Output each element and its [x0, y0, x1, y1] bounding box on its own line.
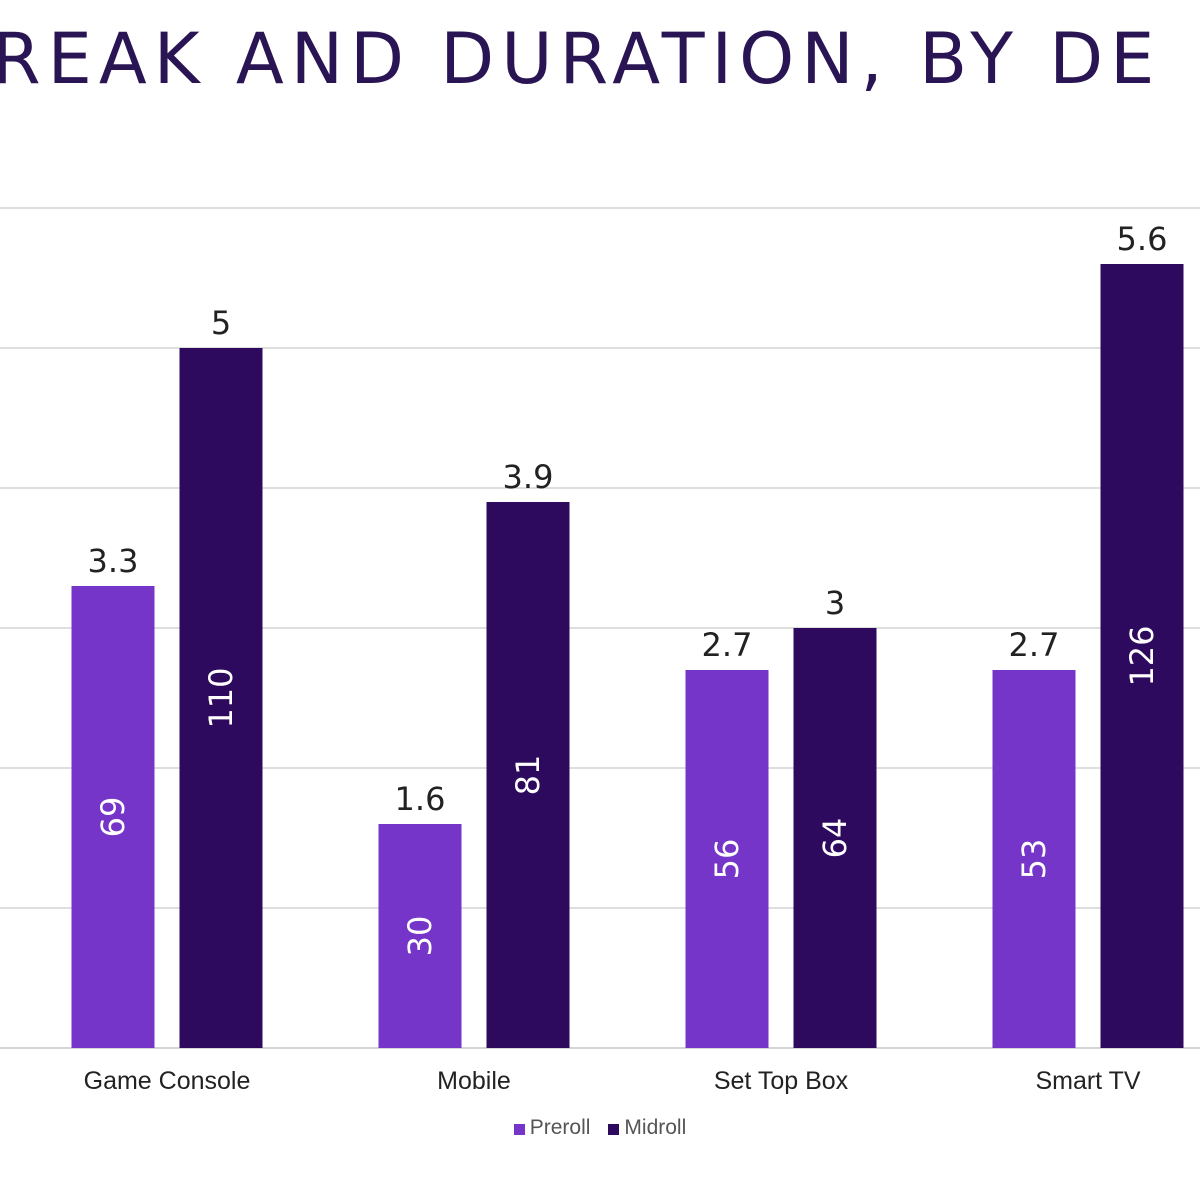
value-label-midroll-smart-tv: 5.6 [1117, 220, 1168, 258]
value-label-preroll-mobile: 1.6 [395, 780, 446, 818]
category-label-smart-tv: Smart TV [1035, 1067, 1140, 1095]
value-label-midroll-mobile: 3.9 [503, 458, 554, 496]
legend-label-midroll: Midroll [624, 1116, 687, 1139]
bar-midroll-game-console[interactable] [179, 348, 263, 1048]
bar-midroll-set-top-box[interactable] [793, 628, 877, 1048]
bar-preroll-set-top-box[interactable] [685, 670, 769, 1048]
inner-label-preroll-mobile: 30 [401, 916, 439, 957]
inner-label-midroll-game-console: 110 [202, 667, 240, 728]
bars [71, 264, 1184, 1048]
data-labels: 3.3 69 5 110 1.6 30 3.9 81 2.7 56 3 64 2.7 53 5.6 126 [88, 220, 1168, 956]
bar-midroll-mobile[interactable] [486, 502, 570, 1048]
legend-item-preroll[interactable]: Preroll [513, 1116, 591, 1140]
value-label-preroll-game-console: 3.3 [88, 542, 139, 580]
bar-midroll-smart-tv[interactable] [1100, 264, 1184, 1048]
inner-label-midroll-set-top-box: 64 [816, 818, 854, 859]
legend-swatch-midroll [608, 1123, 620, 1135]
legend-swatch-preroll [513, 1123, 525, 1135]
bar-preroll-mobile[interactable] [378, 824, 462, 1048]
legend-item-midroll[interactable]: Midroll [608, 1116, 686, 1140]
legend-label-preroll: Preroll [529, 1116, 591, 1139]
inner-label-midroll-mobile: 81 [509, 755, 547, 796]
legend: Preroll Midroll [0, 1116, 1200, 1140]
inner-label-preroll-set-top-box: 56 [708, 839, 746, 880]
value-label-midroll-game-console: 5 [211, 304, 231, 342]
inner-label-preroll-smart-tv: 53 [1015, 839, 1053, 880]
value-label-midroll-set-top-box: 3 [825, 584, 845, 622]
category-label-mobile: Mobile [437, 1067, 511, 1095]
inner-label-preroll-game-console: 69 [94, 797, 132, 838]
inner-label-midroll-smart-tv: 126 [1123, 625, 1161, 686]
chart-title: REAK AND DURATION, BY DE [0, 18, 1162, 100]
bar-preroll-game-console[interactable] [71, 586, 155, 1048]
category-labels: Game Console Mobile Set Top Box Smart TV [84, 1067, 1141, 1095]
value-label-preroll-set-top-box: 2.7 [702, 626, 753, 664]
category-label-set-top-box: Set Top Box [714, 1067, 849, 1095]
category-label-game-console: Game Console [84, 1067, 251, 1095]
bar-preroll-smart-tv[interactable] [992, 670, 1076, 1048]
value-label-preroll-smart-tv: 2.7 [1009, 626, 1060, 664]
